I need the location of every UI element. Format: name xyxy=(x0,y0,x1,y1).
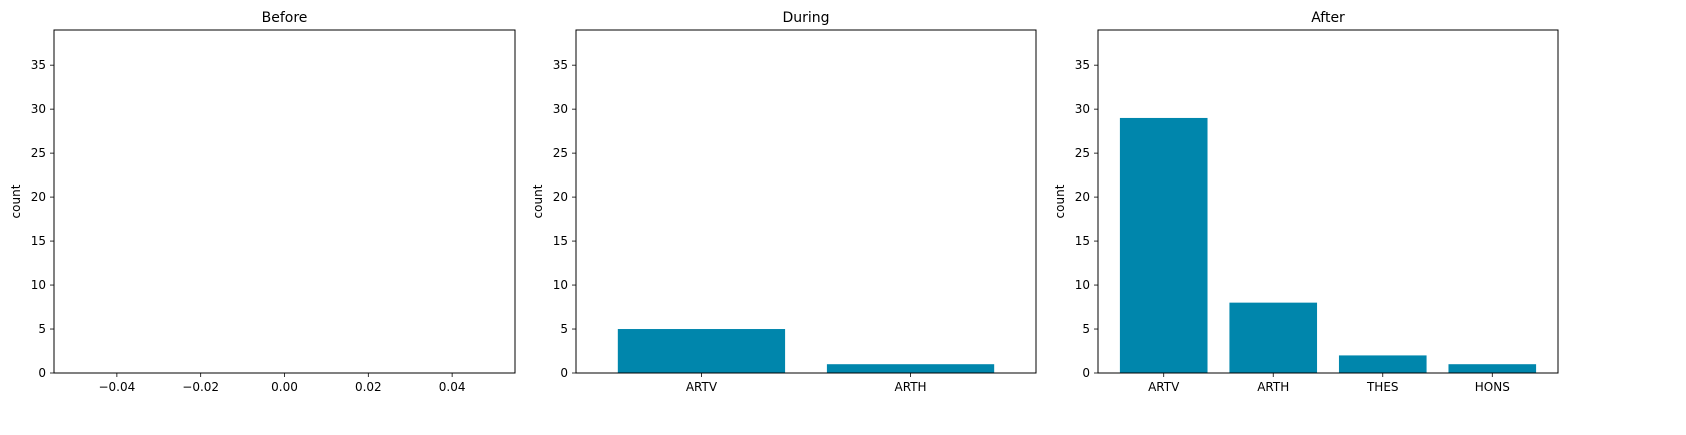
bar xyxy=(617,329,786,373)
y-tick-label: 25 xyxy=(31,146,46,160)
y-tick-label: 10 xyxy=(553,278,568,292)
y-axis-label: count xyxy=(1053,184,1067,218)
x-tick-label: 0.00 xyxy=(271,380,298,394)
x-tick-label: ARTH xyxy=(895,380,927,394)
x-tick-label: 0.02 xyxy=(355,380,382,394)
x-tick-label: ARTV xyxy=(686,380,718,394)
y-tick-label: 20 xyxy=(1075,190,1090,204)
bar xyxy=(826,364,995,373)
y-tick-label: 10 xyxy=(31,278,46,292)
y-axis-label: count xyxy=(531,184,545,218)
y-tick-label: 10 xyxy=(1075,278,1090,292)
y-axis-label: count xyxy=(9,184,23,218)
y-tick-label: 5 xyxy=(38,322,46,336)
before-chart: Before count −0.04 −0.02 0.00 0.02 0.04 0 5 10 1… xyxy=(9,10,516,394)
y-tick-label: 5 xyxy=(560,322,568,336)
chart-title: During xyxy=(782,10,829,26)
bar xyxy=(1448,364,1537,373)
y-tick-label: 15 xyxy=(1075,234,1090,248)
x-tick-label: −0.02 xyxy=(182,380,219,394)
y-tick-label: 35 xyxy=(31,58,46,72)
plot-frame xyxy=(53,29,516,374)
chart-title: Before xyxy=(262,10,308,26)
y-tick-label: 30 xyxy=(31,102,46,116)
y-tick-label: 0 xyxy=(560,366,568,380)
y-tick-label: 0 xyxy=(1082,366,1090,380)
y-tick-label: 25 xyxy=(1075,146,1090,160)
y-tick-label: 15 xyxy=(553,234,568,248)
y-tick-label: 0 xyxy=(38,366,46,380)
x-tick-label: −0.04 xyxy=(98,380,135,394)
x-tick-label: THES xyxy=(1366,380,1399,394)
plot-frame xyxy=(575,29,1037,374)
y-tick-label: 25 xyxy=(553,146,568,160)
after-chart: After count ARTV ARTH THES HONS 0 5 10 15 20 25 30… xyxy=(1053,10,1559,394)
plot-frame xyxy=(1097,29,1559,374)
x-tick-label: HONS xyxy=(1475,380,1510,394)
y-tick-label: 30 xyxy=(553,102,568,116)
y-tick-label: 5 xyxy=(1082,322,1090,336)
bar xyxy=(1119,117,1208,373)
bar xyxy=(1338,355,1427,373)
x-tick-label: ARTV xyxy=(1148,380,1180,394)
bar xyxy=(1229,302,1318,373)
y-tick-label: 15 xyxy=(31,234,46,248)
y-tick-label: 35 xyxy=(553,58,568,72)
chart-title: After xyxy=(1311,10,1345,26)
during-chart: During count ARTV ARTH 0 5 10 15 20 25 30 35 xyxy=(531,10,1037,394)
y-tick-label: 30 xyxy=(1075,102,1090,116)
y-tick-label: 20 xyxy=(553,190,568,204)
x-tick-label: 0.04 xyxy=(439,380,466,394)
y-tick-label: 35 xyxy=(1075,58,1090,72)
y-tick-label: 20 xyxy=(31,190,46,204)
x-tick-label: ARTH xyxy=(1257,380,1289,394)
